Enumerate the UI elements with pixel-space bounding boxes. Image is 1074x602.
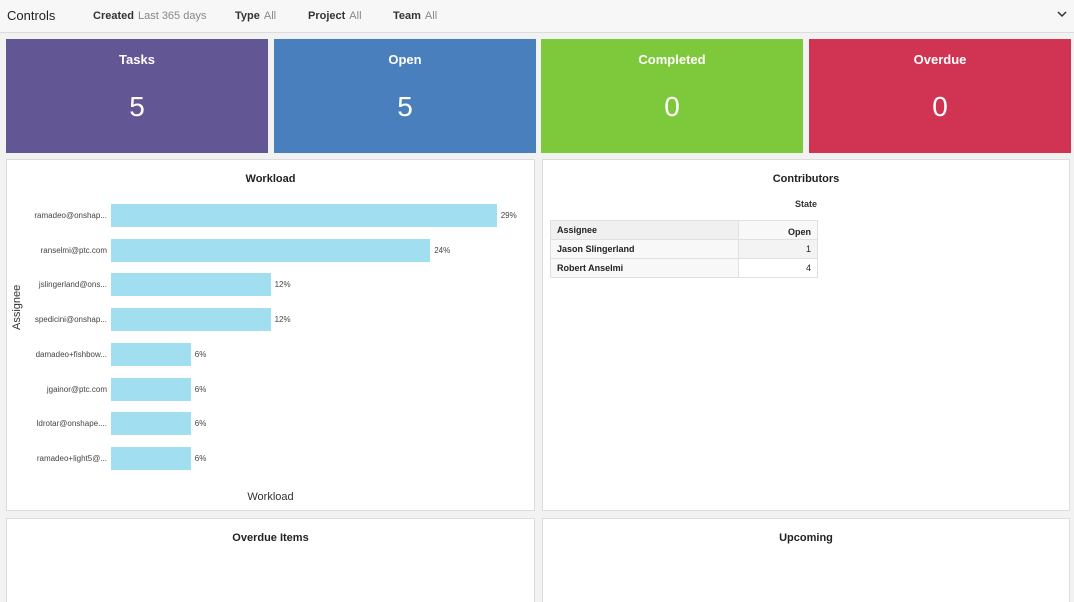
kpi-completed-label: Completed — [638, 52, 706, 67]
bar-value-label: 6% — [194, 419, 207, 429]
table-header-row: Assignee Open — [550, 220, 818, 240]
category-label: ldrotar@onshape.... — [36, 419, 107, 429]
filter-project-value: All — [349, 10, 362, 22]
filter-project[interactable]: Project All — [308, 10, 362, 22]
filter-type[interactable]: Type All — [235, 10, 276, 22]
filter-created-label: Created — [93, 10, 134, 22]
workload-bar[interactable] — [111, 308, 271, 332]
workload-bar[interactable] — [111, 342, 191, 366]
upcoming-title: Upcoming — [779, 532, 833, 544]
bar-value-label: 12% — [274, 280, 291, 290]
row-open-count: 4 — [738, 258, 818, 278]
workload-bar[interactable] — [111, 273, 271, 297]
overdue-items-title: Overdue Items — [232, 532, 309, 544]
category-label: ranselmi@ptc.com — [40, 245, 107, 255]
kpi-completed[interactable]: Completed 0 — [541, 39, 803, 153]
filter-type-value: All — [263, 10, 277, 22]
kpi-open-value: 5 — [397, 91, 413, 122]
kpi-overdue[interactable]: Overdue 0 — [809, 39, 1071, 153]
bar-value-label: 24% — [434, 245, 451, 255]
filter-team[interactable]: Team All — [393, 10, 437, 22]
workload-bar[interactable] — [111, 377, 191, 401]
chevron-down-icon[interactable] — [1055, 7, 1069, 21]
filter-team-value: All — [424, 10, 438, 22]
table-row: Robert Anselmi 4 — [550, 258, 818, 278]
page-title: Controls — [7, 8, 56, 23]
upcoming-panel: Upcoming — [542, 518, 1070, 602]
bar-value-label: 29% — [500, 211, 517, 220]
bar-value-label: 6% — [194, 349, 207, 359]
workload-bar[interactable] — [111, 204, 497, 227]
kpi-overdue-value: 0 — [932, 91, 948, 122]
assignee-column-header[interactable]: Assignee — [550, 220, 739, 240]
kpi-tasks[interactable]: Tasks 5 — [6, 39, 268, 153]
row-assignee-name: Robert Anselmi — [550, 258, 739, 278]
kpi-open[interactable]: Open 5 — [274, 39, 536, 153]
kpi-tasks-value: 5 — [129, 91, 145, 122]
row-open-count: 1 — [738, 239, 818, 259]
filter-created-value: Last 365 days — [137, 10, 207, 22]
workload-title: Workload — [245, 173, 296, 185]
open-column-header[interactable]: Open — [738, 220, 818, 240]
category-label: jslingerland@ons... — [38, 280, 107, 290]
kpi-completed-value: 0 — [664, 91, 680, 122]
kpi-tasks-label: Tasks — [119, 52, 155, 67]
category-label: spedicini@onshap... — [34, 315, 107, 325]
filter-project-label: Project — [308, 10, 346, 22]
contributors-table: Assignee Open Jason Slingerland 1 Robert… — [550, 220, 818, 278]
workload-bar[interactable] — [111, 412, 191, 436]
kpi-overdue-label: Overdue — [913, 52, 967, 67]
overdue-items-panel: Overdue Items — [6, 518, 535, 602]
contributors-panel: Contributors State Assignee Open Jason S… — [542, 159, 1070, 511]
top-bar: Controls Created Last 365 days Type All Pr… — [0, 0, 1074, 33]
workload-panel: Workload Assignee Workload ramadeo@onsha… — [6, 159, 535, 511]
table-row: Jason Slingerland 1 — [550, 239, 818, 259]
row-assignee-name: Jason Slingerland — [550, 239, 739, 259]
bar-value-label: 6% — [194, 453, 207, 463]
filter-type-label: Type — [235, 10, 260, 22]
x-axis-label: Workload — [247, 491, 294, 503]
filter-created[interactable]: Created Last 365 days — [93, 10, 206, 22]
workload-bar[interactable] — [111, 446, 191, 470]
category-label: jgainor@ptc.com — [46, 384, 107, 394]
state-header: State — [794, 199, 817, 209]
workload-bar[interactable] — [111, 238, 431, 262]
bar-value-label: 6% — [194, 384, 207, 394]
filter-team-label: Team — [393, 10, 421, 22]
kpi-open-label: Open — [388, 52, 422, 67]
bar-value-label: 12% — [274, 315, 291, 325]
contributors-title: Contributors — [772, 173, 840, 185]
category-label: damadeo+fishbow... — [35, 349, 107, 359]
category-label: ramadeo+light5@... — [36, 453, 107, 463]
category-label: ramadeo@onshap... — [34, 211, 107, 220]
